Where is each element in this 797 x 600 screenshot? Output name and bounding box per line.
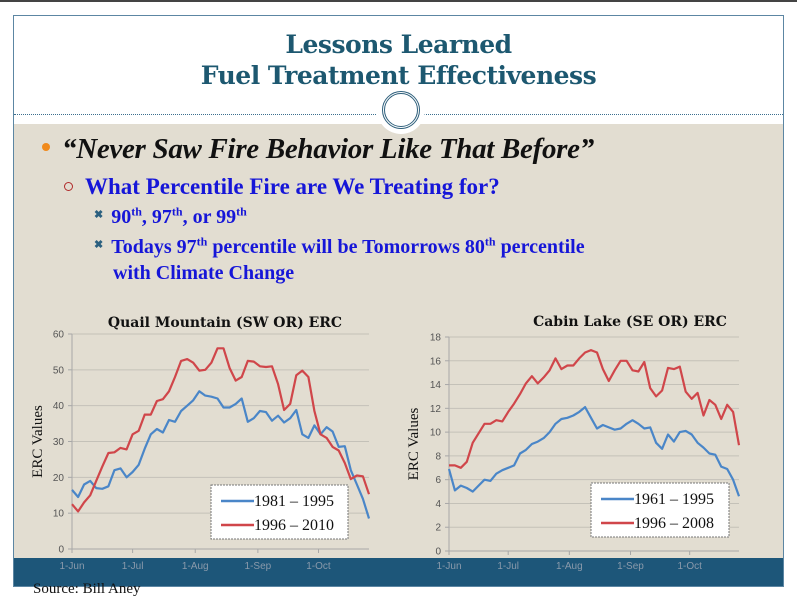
- bullet-level3: ✖ 90th, 97th, or 99th: [94, 204, 247, 228]
- x-tick-label: 1-Aug: [556, 561, 583, 572]
- y-tick-label: 0: [435, 547, 441, 558]
- source-credit: Source: Bill Aney: [33, 581, 141, 597]
- y-axis-label: ERC Values: [406, 408, 422, 481]
- y-axis-label: ERC Values: [30, 405, 46, 478]
- y-tick-label: 12: [430, 404, 442, 415]
- y-tick-label: 40: [53, 401, 65, 412]
- y-tick-label: 4: [435, 499, 441, 510]
- y-tick-label: 8: [435, 451, 441, 462]
- divider-left: [14, 114, 376, 115]
- y-tick-label: 50: [53, 365, 65, 376]
- series-line-1: [447, 406, 741, 497]
- legend-label: 1996 – 2008: [634, 515, 714, 532]
- chart-title: Quail Mountain (SW OR) ERC: [108, 315, 342, 331]
- text: , 97: [141, 206, 172, 228]
- y-tick-label: 18: [430, 333, 442, 344]
- divider-right: [422, 114, 783, 115]
- y-tick-label: 10: [53, 509, 65, 520]
- superscript: th: [131, 204, 142, 219]
- bullet-level1: “Never Saw Fire Behavior Like That Befor…: [42, 132, 594, 166]
- slide-title-line2: Fuel Treatment Effectiveness: [200, 61, 597, 90]
- slide-title-line1: Lessons Learned: [285, 30, 512, 59]
- y-tick-label: 16: [430, 356, 442, 367]
- top-border: [0, 0, 797, 2]
- superscript: th: [196, 234, 208, 249]
- superscript: th: [171, 204, 183, 219]
- y-tick-label: 2: [435, 523, 441, 534]
- x-tick-label: 1-Jun: [59, 561, 84, 572]
- bullet-text: What Percentile Fire are We Treating for…: [85, 174, 500, 199]
- chart-title: Cabin Lake (SE OR) ERC: [533, 314, 727, 330]
- text: percentile: [495, 236, 585, 258]
- text: percentile will be Tomorrows 80: [207, 236, 485, 258]
- y-tick-label: 6: [435, 475, 441, 486]
- legend-label: 1961 – 1995: [634, 491, 714, 508]
- y-tick-label: 10: [430, 428, 442, 439]
- y-tick-label: 20: [53, 473, 65, 484]
- x-tick-label: 1-Jun: [436, 561, 461, 572]
- legend-label: 1981 – 1995: [254, 493, 334, 510]
- footer-band: [14, 558, 783, 586]
- text: Todays 97: [111, 236, 197, 258]
- x-tick-label: 1-Jul: [122, 561, 144, 572]
- orange-bullet-icon: [42, 143, 50, 152]
- x-tick-label: 1-Oct: [677, 561, 702, 572]
- text: 90: [111, 206, 132, 228]
- bullet-level3: ✖ Todays 97th percentile will be Tomorrow…: [94, 234, 585, 284]
- ring-bullet-icon: [64, 182, 73, 192]
- text: with Climate Change: [113, 262, 295, 284]
- superscript: th: [484, 234, 496, 249]
- legend-label: 1996 – 2010: [254, 517, 334, 534]
- y-tick-label: 14: [430, 380, 442, 391]
- text: , or 99: [182, 206, 237, 228]
- x-tick-label: 1-Sep: [245, 561, 272, 572]
- x-tick-label: 1-Aug: [182, 561, 209, 572]
- x-tick-label: 1-Oct: [306, 561, 331, 572]
- series-line-2: [449, 349, 741, 469]
- y-tick-label: 0: [58, 545, 64, 556]
- legend-box: [590, 482, 730, 538]
- series-line-2: [71, 347, 371, 513]
- circle-ornament-icon: [382, 91, 420, 129]
- legend-box: [210, 484, 349, 540]
- bullet-level2: What Percentile Fire are We Treating for…: [64, 173, 500, 200]
- bullet-text: “Never Saw Fire Behavior Like That Befor…: [62, 133, 594, 165]
- y-tick-label: 60: [53, 330, 65, 341]
- superscript: th: [236, 204, 247, 219]
- x-tick-label: 1-Sep: [617, 561, 644, 572]
- x-tick-label: 1-Jul: [497, 561, 519, 572]
- y-tick-label: 30: [53, 437, 65, 448]
